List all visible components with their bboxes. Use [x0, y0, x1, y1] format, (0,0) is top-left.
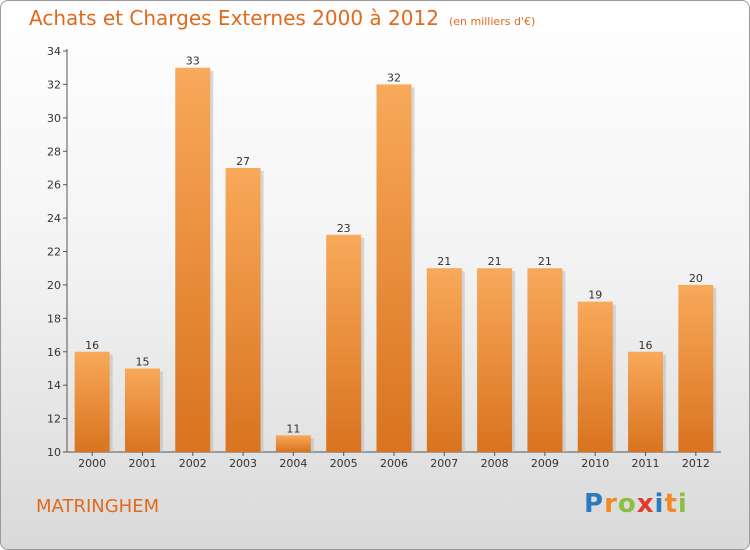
y-tick-label: 16: [47, 346, 61, 359]
bar-2004: [275, 435, 311, 452]
y-tick-label: 18: [47, 312, 61, 325]
data-label-2002: 33: [186, 55, 200, 68]
x-tick-label-2006: 2006: [380, 457, 408, 470]
bar-2011: [628, 351, 664, 452]
data-label-2004: 11: [286, 422, 300, 435]
bar-2000: [74, 351, 110, 452]
y-tick-label: 30: [47, 112, 61, 125]
logo-letter: i: [677, 489, 688, 519]
bar-2006: [376, 84, 412, 453]
logo-letter: x: [636, 489, 655, 519]
logo-letter: t: [664, 489, 678, 519]
data-label-2011: 16: [639, 339, 653, 352]
x-tick-label-2010: 2010: [581, 457, 609, 470]
bar-2012: [678, 284, 714, 452]
bar-2001: [124, 368, 160, 452]
data-label-2007: 21: [437, 255, 451, 268]
bar-2003: [225, 167, 261, 453]
data-label-2008: 21: [488, 255, 502, 268]
bar-2010: [577, 301, 613, 452]
data-label-2003: 27: [236, 155, 250, 168]
x-tick-label-2004: 2004: [279, 457, 307, 470]
bar-2007: [426, 268, 462, 452]
commune-name: MATRINGHEM: [36, 496, 160, 517]
logo-letter: i: [654, 489, 665, 519]
y-tick-label: 32: [47, 78, 61, 91]
x-tick-label-2002: 2002: [179, 457, 207, 470]
y-tick-label: 20: [47, 279, 61, 292]
data-label-2006: 32: [387, 71, 401, 84]
bar-2005: [326, 234, 362, 452]
y-tick-label: 14: [47, 379, 61, 392]
x-tick-label-2012: 2012: [682, 457, 710, 470]
x-tick-label-2003: 2003: [229, 457, 257, 470]
y-tick-label: 24: [47, 212, 61, 225]
data-label-2009: 21: [538, 255, 552, 268]
x-tick-label-2011: 2011: [632, 457, 660, 470]
chart-axes: 10 12 14 16 18 20 22 24 26 28 30 32 34: [47, 45, 721, 459]
logo-letter: o: [617, 489, 637, 519]
x-tick-label-2005: 2005: [330, 457, 358, 470]
y-tick-label: 28: [47, 145, 61, 158]
y-tick-label: 22: [47, 246, 61, 259]
data-label-2001: 15: [135, 355, 149, 368]
chart-subtitle: (en milliers d'€): [448, 15, 536, 28]
bar-2008: [477, 268, 513, 452]
y-tick-label: 34: [47, 45, 61, 58]
y-tick-label: 12: [47, 413, 61, 426]
x-tick-label-2008: 2008: [481, 457, 509, 470]
x-tick-label-2000: 2000: [78, 457, 106, 470]
bar-2009: [527, 268, 563, 452]
logo-letter: r: [604, 489, 618, 519]
data-label-2005: 23: [337, 222, 351, 235]
chart-title: Achats et Charges Externes 2000 à 2012 (e…: [29, 6, 535, 30]
chart-title-text: Achats et Charges Externes 2000 à 2012: [29, 6, 439, 30]
x-tick-label-2009: 2009: [531, 457, 559, 470]
x-tick-label-2007: 2007: [430, 457, 458, 470]
logo-letter: P: [584, 489, 605, 519]
data-label-2012: 20: [689, 272, 703, 285]
y-tick-label: 26: [47, 179, 61, 192]
bar-2002: [175, 67, 211, 452]
chart-bars: 16 2000 15 2001 33 2002 27 2003 11 2004 23 2005 32 20…: [74, 55, 717, 470]
y-tick-label: 10: [47, 446, 61, 459]
data-label-2010: 19: [588, 289, 602, 302]
proxiti-logo: Proxiti: [584, 489, 688, 519]
data-label-2000: 16: [85, 339, 99, 352]
x-tick-label-2001: 2001: [128, 457, 156, 470]
